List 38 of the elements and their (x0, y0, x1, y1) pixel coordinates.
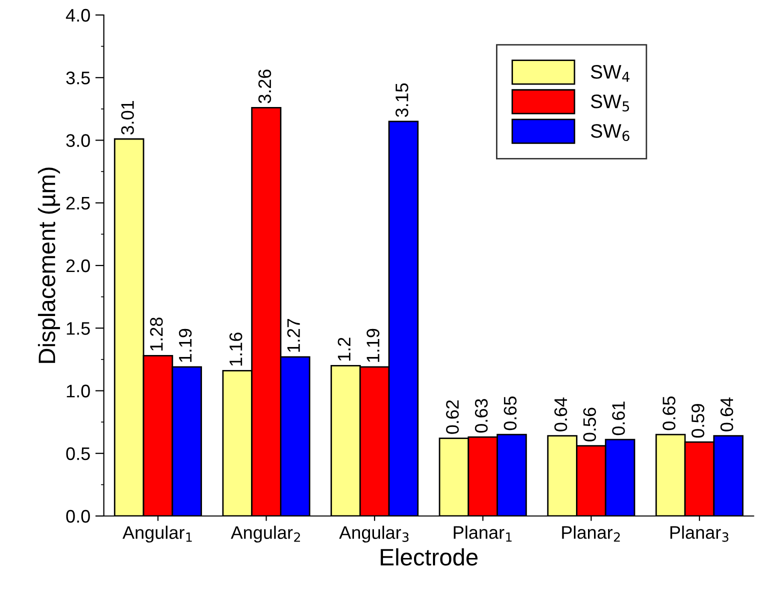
x-tick-label: Angular$_{3}$ (339, 526, 409, 543)
data-label: 3.01 (121, 100, 134, 135)
x-tick-label: Planar$_{2}$ (562, 526, 620, 542)
data-label: 0.59 (692, 404, 704, 438)
y-axis-title: Displacement (µm) (38, 168, 60, 363)
data-label: 0.62 (446, 400, 459, 434)
y-tick-label: 4.0 (66, 8, 90, 22)
legend-label: SW$_{5}$ (590, 94, 630, 112)
y-tick-label: 0.0 (66, 510, 90, 523)
data-label: 0.65 (504, 396, 517, 430)
data-label: 1.19 (366, 328, 380, 362)
legend-label: SW$_{4}$ (590, 64, 630, 82)
x-tick-label: Planar$_{3}$ (670, 526, 728, 542)
y-tick-label: 2.5 (66, 196, 90, 210)
data-label: 0.64 (720, 397, 734, 432)
x-axis-title: Electrode (380, 548, 478, 566)
y-tick-label: 0.5 (66, 447, 90, 460)
data-label: 0.61 (612, 402, 625, 436)
data-label: 1.28 (150, 318, 163, 351)
y-tick-label: 3.0 (66, 134, 90, 147)
data-label: 0.63 (474, 398, 488, 433)
y-tick-label: 3.5 (66, 72, 90, 84)
data-label: 0.64 (554, 397, 568, 432)
data-label: 0.56 (583, 408, 596, 442)
y-tick-label: 2.0 (66, 259, 90, 272)
legend-label: SW$_{6}$ (590, 124, 630, 142)
x-tick-label: Angular$_{1}$ (122, 526, 192, 543)
y-tick-label: 1.0 (66, 384, 90, 398)
data-label: 1.2 (338, 338, 350, 361)
data-label: 1.19 (178, 328, 192, 362)
data-label: 0.65 (662, 396, 676, 430)
x-tick-label: Angular$_{2}$ (230, 526, 300, 543)
data-label: 3.26 (258, 70, 272, 104)
y-tick-label: 1.5 (66, 322, 90, 335)
x-tick-label: Planar$_{1}$ (454, 526, 512, 542)
data-label: 1.27 (287, 318, 300, 352)
data-label: 1.16 (229, 332, 242, 366)
data-label: 3.15 (396, 83, 408, 118)
